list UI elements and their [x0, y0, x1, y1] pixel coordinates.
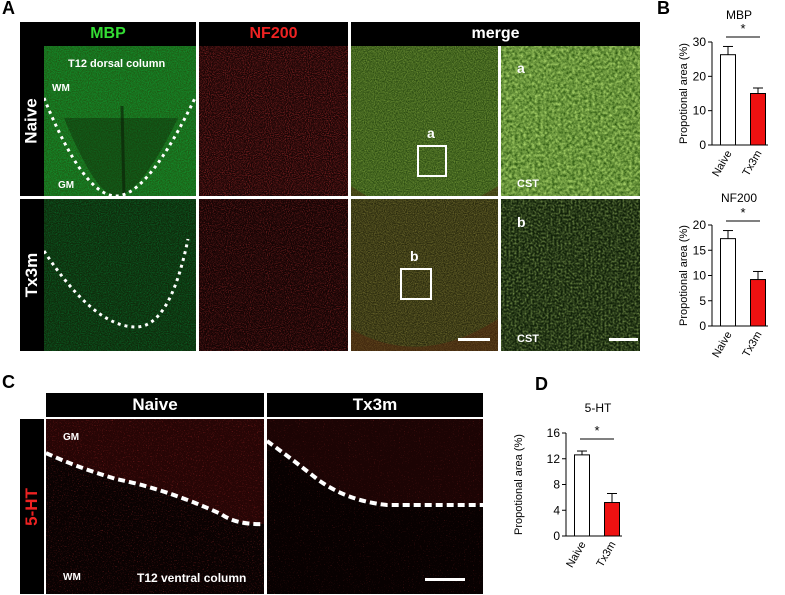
- micrograph-merge-tx3m: [351, 199, 498, 351]
- row-label-tx3m-text: Tx3m: [22, 252, 42, 298]
- header-merge-text: merge: [471, 25, 520, 42]
- significance-star: *: [740, 205, 745, 220]
- y-tick-label: 20: [693, 218, 707, 232]
- zoom-label-b: b: [517, 214, 526, 230]
- y-tick-label: 8: [553, 478, 560, 492]
- chart-nf200: NF200 Propotional area (%) 0 5 10 15 20 Naive Tx…: [678, 191, 768, 360]
- header-mbp: MBP: [20, 22, 196, 46]
- scale-bar-zoom: [609, 338, 638, 341]
- significance-star: *: [740, 21, 745, 36]
- chart-5ht: 5-HT Propotional area (%) 0 4 8 12 16 Naive Tx3m…: [513, 401, 622, 570]
- bar-naive: [574, 454, 590, 537]
- bar-tx3m: [604, 502, 620, 537]
- label-cst-b: CST: [517, 333, 539, 345]
- x-tick-label: Naive: [710, 149, 734, 179]
- y-tick-label: 12: [547, 452, 561, 466]
- bar-tx3m: [750, 279, 766, 327]
- panel-label-b: B: [657, 0, 670, 18]
- micrograph-zoom-a: [501, 46, 640, 196]
- chart-title: 5-HT: [585, 401, 612, 415]
- y-tick-label: 10: [693, 104, 707, 118]
- y-tick-label: 0: [699, 138, 706, 152]
- roi-label-b: b: [410, 248, 419, 264]
- x-tick-label: Naive: [564, 540, 588, 570]
- row-label-naive: Naive: [20, 46, 44, 196]
- micrograph-zoom-b: [501, 199, 640, 351]
- chart-title: NF200: [721, 191, 757, 205]
- header-nf200: NF200: [199, 22, 348, 46]
- y-tick-label: 30: [693, 35, 707, 49]
- y-tick-label: 5: [699, 294, 706, 308]
- header-naive-c: Naive: [46, 393, 264, 417]
- label-gm-a: GM: [58, 180, 75, 191]
- panel-label-c: C: [2, 372, 15, 392]
- header-merge: merge: [351, 22, 640, 46]
- micrograph-nf200-naive: [199, 46, 348, 196]
- y-axis-label: Propotional area (%): [678, 43, 690, 144]
- header-mbp-text: MBP: [90, 25, 126, 42]
- header-nf200-text: NF200: [249, 25, 298, 42]
- roi-box-b: [400, 268, 432, 300]
- zoom-label-a: a: [517, 60, 525, 76]
- header-tx3m-c: Tx3m: [267, 393, 483, 417]
- micrograph-5ht-tx3m: [267, 419, 483, 594]
- y-tick-label: 15: [693, 243, 707, 257]
- label-cst-a: CST: [517, 178, 539, 190]
- label-t12-dorsal: T12 dorsal column: [68, 58, 166, 70]
- bar-naive: [720, 238, 736, 327]
- bar-tx3m: [750, 93, 766, 146]
- y-tick-label: 0: [553, 529, 560, 543]
- x-tick-label: Naive: [710, 330, 734, 360]
- header-naive-c-text: Naive: [132, 395, 178, 414]
- micrograph-5ht-naive: [46, 419, 264, 594]
- micrograph-mbp-naive: [44, 46, 196, 196]
- roi-label-a: a: [427, 125, 435, 141]
- y-axis-label: Propotional area (%): [513, 434, 525, 535]
- panel-label-a: A: [2, 0, 15, 18]
- micrograph-nf200-tx3m: [199, 199, 348, 351]
- y-tick-label: 0: [699, 319, 706, 333]
- scale-bar-c: [425, 578, 465, 581]
- label-wm-a: WM: [52, 83, 70, 94]
- row-label-5ht-text: 5-HT: [22, 487, 41, 526]
- label-t12-ventral: T12 ventral column: [137, 571, 247, 585]
- roi-box-a: [417, 145, 447, 177]
- y-tick-label: 10: [693, 269, 707, 283]
- row-label-5ht: 5-HT: [20, 419, 44, 594]
- y-tick-label: 20: [693, 69, 707, 83]
- row-label-naive-text: Naive: [22, 98, 41, 144]
- row-label-tx3m: Tx3m: [20, 199, 44, 351]
- x-tick-label: Tx3m: [594, 540, 618, 570]
- x-tick-label: Tx3m: [740, 330, 764, 360]
- y-tick-label: 4: [553, 503, 560, 517]
- micrograph-mbp-tx3m: [44, 199, 196, 351]
- micrograph-merge-naive: [351, 46, 498, 196]
- bar-naive: [720, 54, 736, 146]
- significance-star: *: [594, 423, 599, 438]
- y-axis-label: Propotional area (%): [678, 225, 690, 326]
- x-tick-label: Tx3m: [740, 149, 764, 179]
- panel-label-d: D: [535, 374, 548, 394]
- scale-bar-merge: [458, 338, 490, 341]
- header-tx3m-c-text: Tx3m: [352, 395, 398, 414]
- y-tick-label: 16: [547, 426, 561, 440]
- label-gm-c: GM: [63, 432, 80, 443]
- chart-title: MBP: [726, 8, 752, 22]
- label-wm-c: WM: [63, 572, 81, 583]
- chart-mbp: MBP Propotional area (%) 0 10 20 30 Naive Tx3m *: [678, 8, 768, 179]
